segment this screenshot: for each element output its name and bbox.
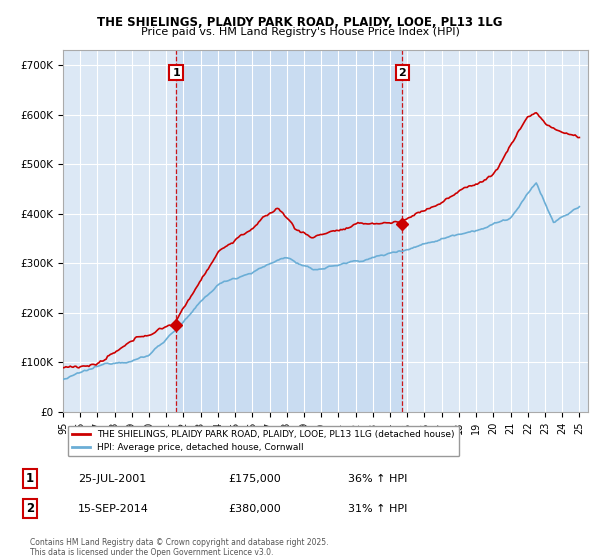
Legend: THE SHIELINGS, PLAIDY PARK ROAD, PLAIDY, LOOE, PL13 1LG (detached house), HPI: A: THE SHIELINGS, PLAIDY PARK ROAD, PLAIDY,…: [68, 426, 460, 456]
Text: THE SHIELINGS, PLAIDY PARK ROAD, PLAIDY, LOOE, PL13 1LG: THE SHIELINGS, PLAIDY PARK ROAD, PLAIDY,…: [97, 16, 503, 29]
Text: 1: 1: [172, 68, 180, 78]
Text: 2: 2: [26, 502, 34, 515]
Text: 1: 1: [26, 472, 34, 485]
Text: 36% ↑ HPI: 36% ↑ HPI: [348, 474, 407, 484]
Text: £380,000: £380,000: [228, 504, 281, 514]
Bar: [176, 50, 402, 412]
Text: 15-SEP-2014: 15-SEP-2014: [78, 504, 149, 514]
Text: 31% ↑ HPI: 31% ↑ HPI: [348, 504, 407, 514]
Text: 25-JUL-2001: 25-JUL-2001: [78, 474, 146, 484]
Text: Contains HM Land Registry data © Crown copyright and database right 2025.
This d: Contains HM Land Registry data © Crown c…: [30, 538, 329, 557]
Text: 2: 2: [398, 68, 406, 78]
Text: Price paid vs. HM Land Registry's House Price Index (HPI): Price paid vs. HM Land Registry's House …: [140, 27, 460, 37]
Text: £175,000: £175,000: [228, 474, 281, 484]
